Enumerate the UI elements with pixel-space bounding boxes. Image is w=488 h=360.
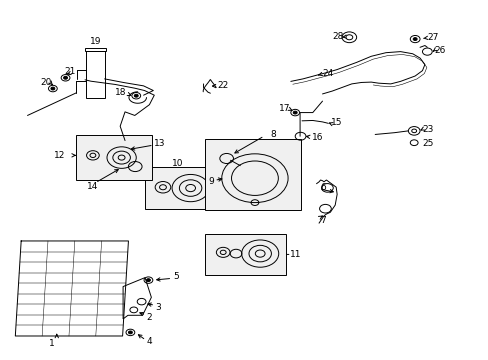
Text: 14: 14: [87, 182, 99, 191]
Text: 9: 9: [207, 177, 213, 186]
Bar: [76, 135, 152, 180]
Text: 21: 21: [64, 67, 76, 76]
Text: 16: 16: [311, 133, 323, 142]
Text: 13: 13: [154, 139, 165, 148]
Text: 28: 28: [331, 32, 343, 41]
Text: 7: 7: [320, 216, 325, 225]
Text: 20: 20: [40, 78, 51, 87]
Text: 2: 2: [146, 312, 152, 321]
Bar: [84, 48, 106, 51]
Bar: [205, 234, 285, 275]
Text: 19: 19: [89, 37, 101, 46]
Bar: [144, 167, 210, 209]
Text: 11: 11: [289, 250, 301, 259]
Text: 24: 24: [322, 69, 333, 78]
Circle shape: [63, 76, 67, 79]
Text: 3: 3: [155, 302, 160, 311]
Circle shape: [293, 111, 297, 114]
Text: 23: 23: [422, 125, 433, 134]
Text: 17: 17: [279, 104, 290, 113]
Text: 10: 10: [171, 159, 183, 168]
Text: 25: 25: [422, 139, 433, 148]
Bar: [205, 139, 300, 211]
Text: 8: 8: [269, 130, 275, 139]
Circle shape: [51, 87, 55, 90]
Text: 26: 26: [434, 46, 445, 55]
Text: 6: 6: [320, 183, 325, 192]
Bar: [86, 51, 104, 98]
Text: 12: 12: [54, 151, 65, 160]
Circle shape: [146, 279, 150, 282]
Text: 27: 27: [427, 33, 438, 42]
Text: 5: 5: [172, 272, 178, 281]
Circle shape: [412, 38, 416, 41]
Text: 15: 15: [330, 118, 342, 127]
Circle shape: [128, 331, 132, 334]
Text: 1: 1: [49, 339, 55, 348]
Text: 22: 22: [217, 81, 228, 90]
Circle shape: [134, 94, 138, 97]
Text: 18: 18: [115, 87, 126, 96]
Text: 4: 4: [146, 337, 152, 346]
